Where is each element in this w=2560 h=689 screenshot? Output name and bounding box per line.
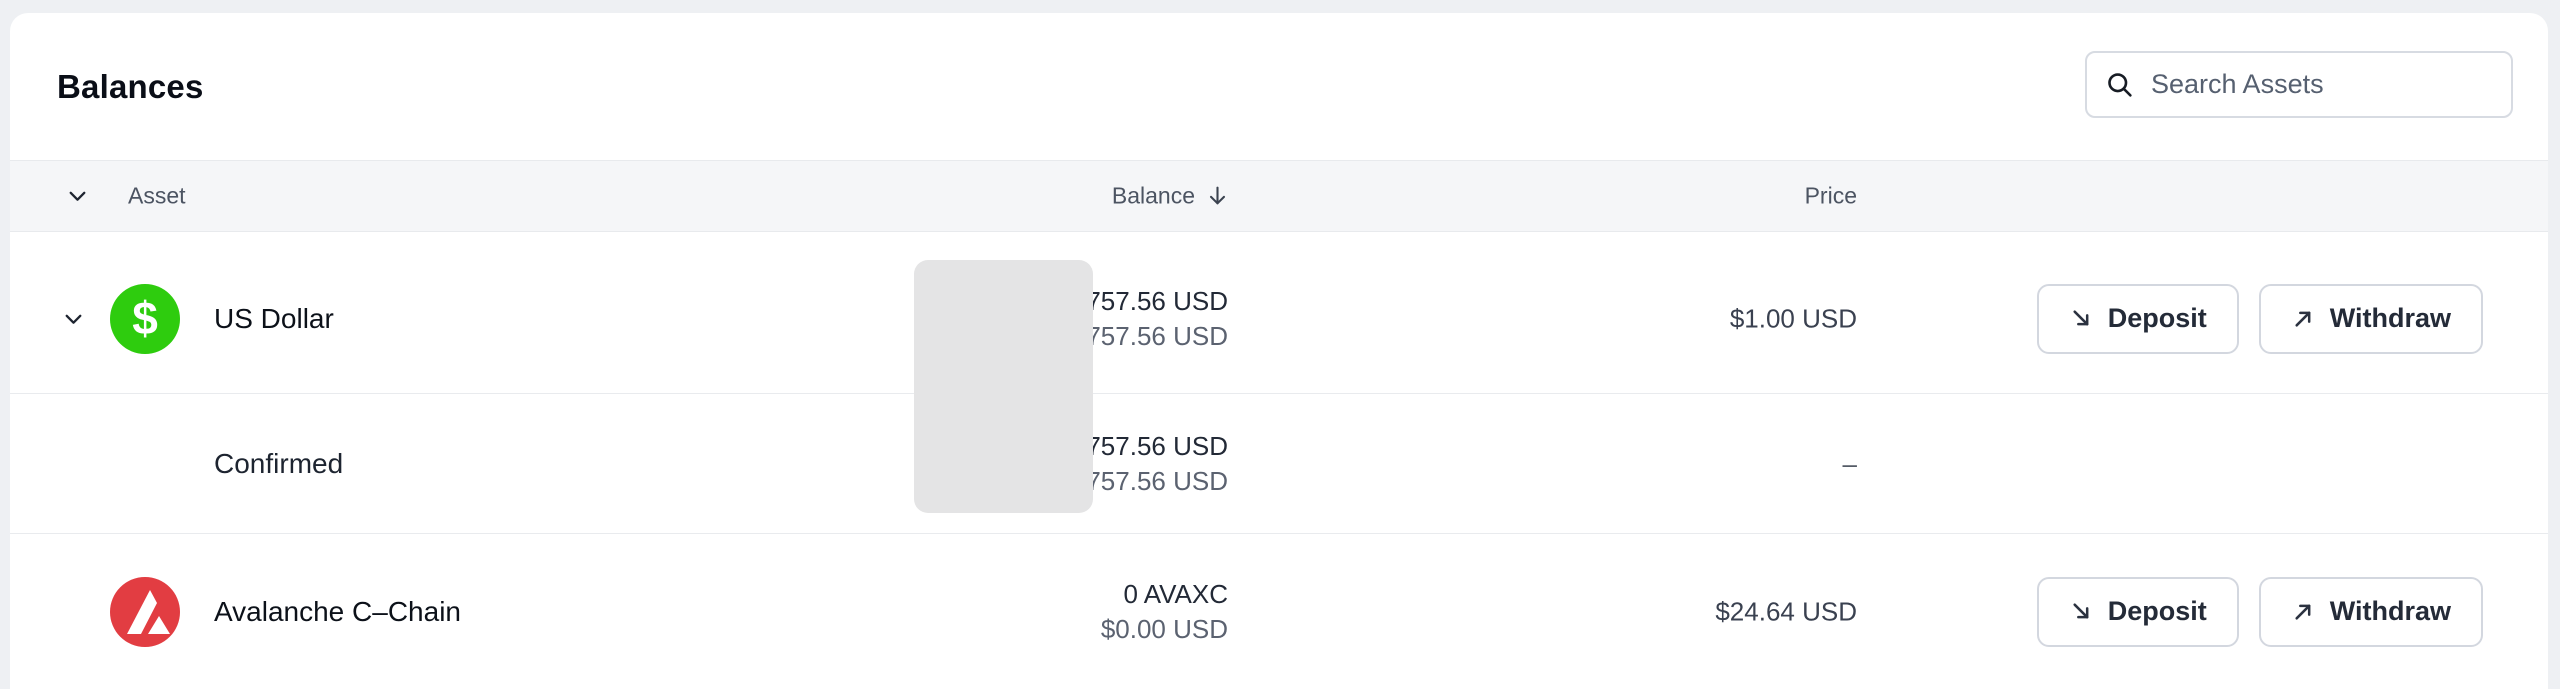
- card-header: Balances: [10, 13, 2548, 160]
- withdraw-button[interactable]: Withdraw: [2258, 283, 2483, 354]
- row-actions: Deposit Withdraw: [2036, 576, 2483, 647]
- withdraw-button-label: Withdraw: [2329, 303, 2451, 333]
- column-header-price[interactable]: Price: [1804, 182, 1857, 209]
- deposit-button-label: Deposit: [2107, 596, 2207, 626]
- balance-secondary: 757.56 USD: [1086, 465, 1228, 496]
- search-icon: [2108, 72, 2132, 97]
- table-row-avalanche[interactable]: Avalanche C–Chain 0 AVAXC $0.00 USD $24.…: [10, 533, 2548, 689]
- arrow-down-right-icon: [2073, 603, 2089, 619]
- balance-cell: 757.56 USD 757.56 USD: [1086, 284, 1228, 354]
- sort-arrow-down-icon: [1209, 186, 1226, 205]
- balance-primary: 757.56 USD: [1086, 285, 1228, 316]
- detail-label: Confirmed: [214, 447, 344, 479]
- table-header: Asset Balance Price: [10, 160, 2548, 232]
- balance-secondary: $0.00 USD: [1100, 613, 1228, 644]
- usd-coin-icon: $: [110, 283, 180, 354]
- dollar-sign-glyph: $: [132, 291, 158, 344]
- collapse-all-chevron[interactable]: [66, 185, 89, 208]
- balance-primary: 0 AVAXC: [1123, 578, 1228, 609]
- table-row-us-dollar[interactable]: $ US Dollar 757.56 USD 757.56 USD $1.00 …: [10, 232, 2548, 393]
- avalanche-logo-glyph: [127, 589, 170, 634]
- balance-primary: 757.56 USD: [1086, 430, 1228, 461]
- search-input[interactable]: [2151, 69, 2493, 100]
- deposit-button[interactable]: Deposit: [2036, 576, 2239, 647]
- price-value: $1.00 USD: [1729, 303, 1857, 333]
- avalanche-icon: [110, 576, 180, 647]
- balance-cell: 757.56 USD 757.56 USD: [1086, 429, 1228, 499]
- column-header-balance[interactable]: Balance: [1112, 183, 1228, 210]
- arrow-up-right-icon: [2295, 311, 2311, 327]
- withdraw-button[interactable]: Withdraw: [2258, 576, 2483, 647]
- balances-card: Balances Asset Balance Price: [10, 13, 2548, 689]
- table-row-confirmed-detail: Confirmed 757.56 USD 757.56 USD –: [10, 393, 2548, 533]
- price-value: $24.64 USD: [1715, 596, 1857, 626]
- row-actions: Deposit Withdraw: [2036, 283, 2483, 354]
- column-header-asset[interactable]: Asset: [128, 182, 186, 209]
- balance-secondary: 757.56 USD: [1086, 320, 1228, 351]
- chevron-down-icon: [69, 191, 86, 201]
- page-title: Balances: [57, 67, 204, 105]
- asset-name: Avalanche C–Chain: [214, 595, 461, 627]
- arrow-up-right-icon: [2295, 604, 2311, 620]
- asset-name: US Dollar: [214, 302, 334, 334]
- search-box[interactable]: [2085, 51, 2513, 118]
- withdraw-button-label: Withdraw: [2329, 596, 2451, 626]
- price-value-empty: –: [1842, 448, 1857, 478]
- row-expander-us-dollar[interactable]: [62, 307, 85, 330]
- deposit-button[interactable]: Deposit: [2036, 283, 2239, 354]
- balance-cell: 0 AVAXC $0.00 USD: [1101, 577, 1228, 647]
- arrow-down-right-icon: [2073, 310, 2089, 326]
- chevron-down-icon: [65, 314, 82, 324]
- column-header-balance-label: Balance: [1111, 182, 1195, 209]
- deposit-button-label: Deposit: [2107, 303, 2207, 333]
- privacy-redaction-mask: [914, 260, 1093, 513]
